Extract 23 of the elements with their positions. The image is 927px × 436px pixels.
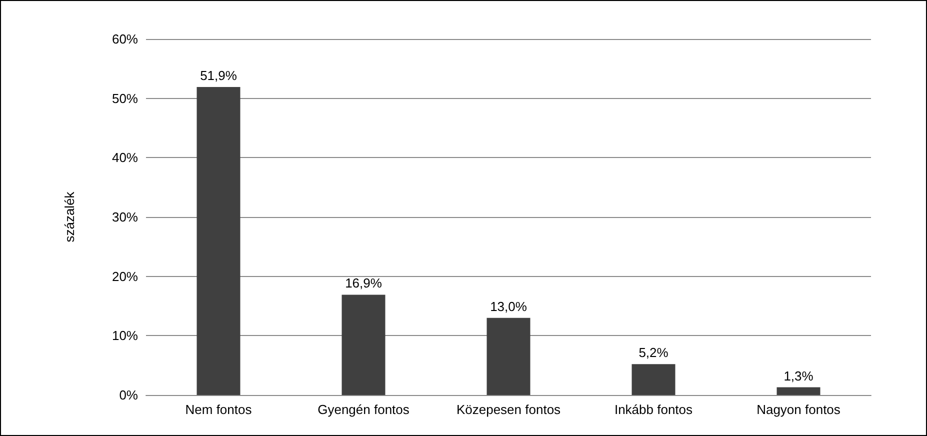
- bar: [632, 364, 676, 395]
- bar: [196, 87, 240, 395]
- data-label: 1,3%: [784, 368, 814, 384]
- x-tick-label: Közepesen fontos: [456, 402, 562, 417]
- bar: [776, 387, 820, 395]
- y-tick-label: 20%: [112, 268, 138, 284]
- x-tick-label: Inkább fontos: [614, 402, 694, 417]
- bar: [486, 318, 530, 395]
- x-tick-label: Gyengén fontos: [318, 402, 410, 417]
- y-tick-label: 10%: [112, 328, 138, 344]
- data-label: 13,0%: [490, 298, 528, 314]
- bar: [342, 294, 386, 395]
- y-tick-label: 50%: [112, 90, 138, 106]
- y-tick-label: 40%: [112, 150, 138, 166]
- y-tick-label: 30%: [112, 210, 138, 224]
- y-axis-title: százalék: [62, 191, 77, 242]
- x-tick-label: Nem fontos: [185, 402, 252, 417]
- y-tick-label: 0%: [119, 388, 138, 402]
- y-tick-label: 60%: [112, 32, 138, 46]
- x-tick-label: Nagyon fontos: [756, 402, 841, 417]
- data-label: 5,2%: [638, 345, 669, 360]
- data-label: 16,9%: [345, 276, 382, 291]
- data-label: 51,9%: [200, 68, 238, 84]
